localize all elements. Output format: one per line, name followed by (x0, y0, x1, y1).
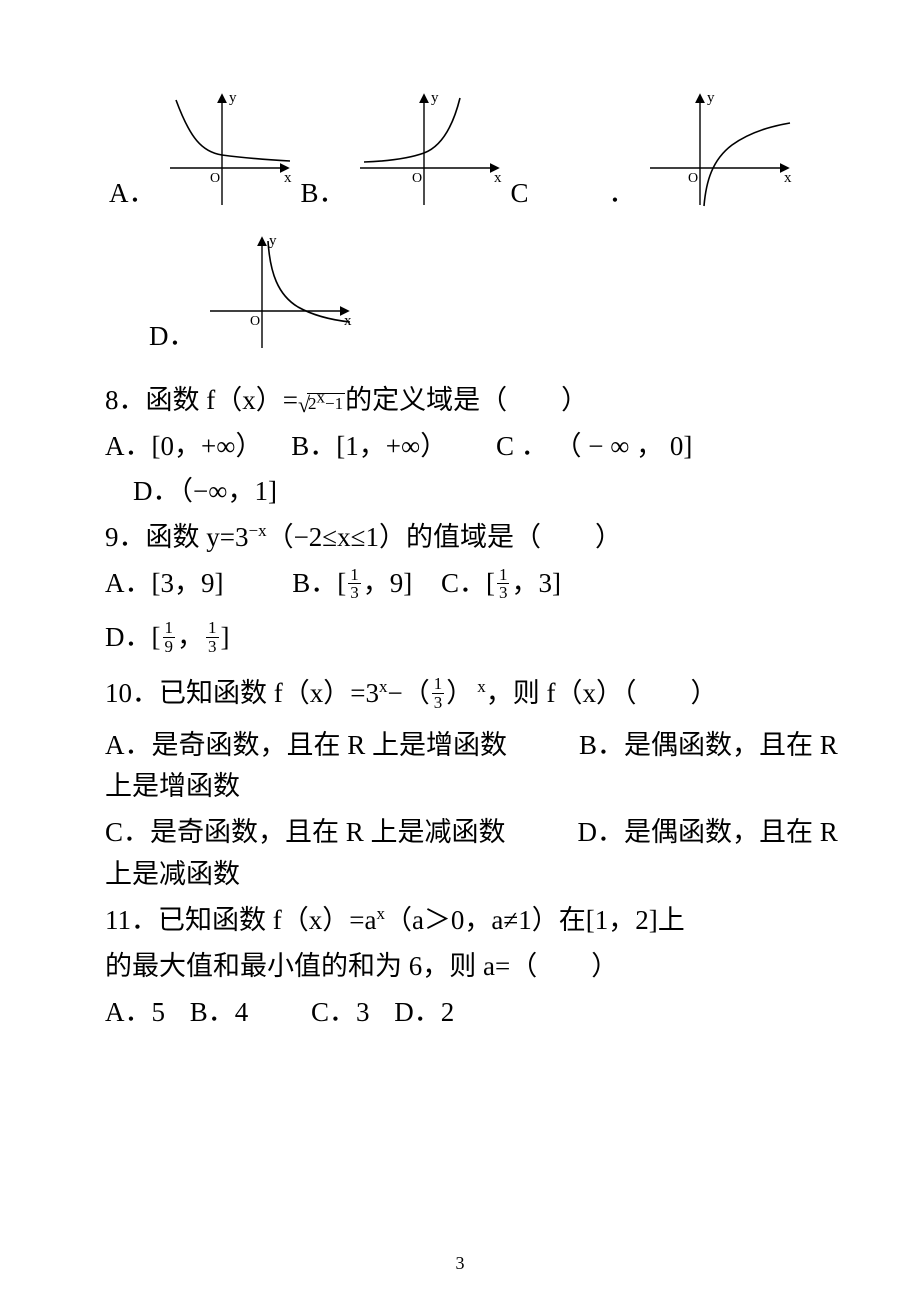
q7-graph-C: y x O (642, 90, 797, 223)
q10-line-AB: A．是奇函数，且在 R 上是增函数B．是偶函数，且在 R 上是增函数 (105, 725, 860, 809)
q9-exp: −x (248, 521, 266, 540)
svg-text:x: x (284, 170, 292, 186)
q10-line-CD: C．是奇函数，且在 R 上是减函数D．是偶函数，且在 R 上是减函数 (105, 812, 860, 896)
q10-optA: A．是奇函数，且在 R 上是增函数 (105, 730, 507, 760)
q11-post: （a＞0，a≠1）在[1，2]上 (385, 905, 685, 935)
q7-options-row2: D． y x O (105, 233, 860, 366)
q10-post: ，则 f（x）（ ） (486, 678, 718, 708)
q10-optC: C．是奇函数，且在 R 上是减函数 (105, 817, 506, 847)
svg-text:y: y (229, 90, 237, 106)
q8-stem: 8．函数 f（x）=√2x−1的定义域是（ ） (105, 380, 860, 422)
svg-text:O: O (688, 171, 698, 186)
q10-mid: −（ (387, 678, 429, 708)
q10-pre: 10．已知函数 f（x）=3 (105, 678, 379, 708)
svg-text:y: y (269, 233, 277, 249)
svg-text:x: x (784, 170, 792, 186)
q11-exp: x (376, 904, 385, 923)
q8-options-line1: A．[0，+∞） B．[1，+∞） C ． （ − ∞ ， 0] (105, 426, 860, 468)
q11-optD: D．2 (394, 997, 454, 1027)
q7-options-row1: A． y x O B． y x O C ． (105, 90, 860, 223)
svg-text:O: O (412, 171, 422, 186)
q9-stem-b: （−2≤x≤1）的值域是（ ） (267, 522, 622, 552)
q8-optA: A．[0，+∞） (105, 431, 262, 461)
q9-optB-post: ，9] (363, 568, 413, 598)
q7-optC-label-dot: ． (605, 173, 642, 223)
q9-optD-mid: ， (177, 622, 204, 652)
q10-stem: 10．已知函数 f（x）=3x−（13）x，则 f（x）（ ） (105, 673, 860, 715)
q11-line2: 的最大值和最小值的和为 6，则 a=（ ） (105, 946, 860, 988)
svg-text:y: y (707, 90, 715, 106)
q9-optD-pre: D．[ (105, 622, 161, 652)
sqrt-icon: √2x−1 (298, 393, 345, 415)
q9-options-line1: A．[3，9] B．[13，9] C．[13，3] (105, 563, 860, 605)
q7-graph-A: y x O (162, 90, 297, 223)
q8-stem-post: 的定义域是（ ） (345, 385, 588, 415)
q10-exp2: x (477, 677, 486, 696)
q9-options-line2: D．[19，13] (105, 617, 860, 659)
q8-options-line2: D．（−∞，1] (105, 471, 860, 513)
q8-optC: C ． （ − ∞ ， 0] (496, 431, 692, 461)
q11-line1: 11．已知函数 f（x）=ax（a＞0，a≠1）在[1，2]上 (105, 900, 860, 942)
q11-options: A．5 B．4 C．3 D．2 (105, 992, 860, 1034)
fraction-1-3: 13 (206, 619, 219, 656)
svg-text:y: y (431, 90, 439, 106)
q11-optB: B．4 (190, 997, 249, 1027)
q9-optC-post: ，3] (511, 568, 561, 598)
q9-optB-pre: B．[ (292, 568, 346, 598)
q7-graph-D: y x O (202, 233, 357, 366)
svg-text:O: O (210, 171, 220, 186)
q8-optB: B．[1，+∞） (291, 431, 447, 461)
q7-graph-B: y x O (352, 90, 507, 223)
q11-optC: C．3 (311, 997, 370, 1027)
fraction-1-9: 19 (163, 619, 176, 656)
q9-stem-a: 9．函数 y=3 (105, 522, 248, 552)
svg-text:x: x (494, 170, 502, 186)
q11-optA: A．5 (105, 997, 165, 1027)
q7-optA-label: A． (105, 173, 162, 223)
q8-optD: D．（−∞，1] (133, 476, 277, 506)
q11-pre: 11．已知函数 f（x）=a (105, 905, 376, 935)
q7-optC-label-left: C (507, 173, 535, 223)
q9-stem: 9．函数 y=3−x（−2≤x≤1）的值域是（ ） (105, 517, 860, 559)
q8-stem-pre: 8．函数 f（x）= (105, 385, 298, 415)
page-number: 3 (0, 1250, 920, 1278)
fraction-1-3: 13 (348, 566, 361, 603)
fraction-1-3: 13 (432, 675, 445, 712)
svg-text:O: O (250, 314, 260, 329)
q7-optB-label: B． (297, 173, 352, 223)
q9-optC-pre: C．[ (441, 568, 495, 598)
q7-optD-label: D． (145, 316, 202, 366)
q9-optA: A．[3，9] (105, 568, 223, 598)
q10-cparen: ） (446, 678, 473, 708)
fraction-1-3: 13 (497, 566, 510, 603)
q9-optD-post: ] (221, 622, 230, 652)
